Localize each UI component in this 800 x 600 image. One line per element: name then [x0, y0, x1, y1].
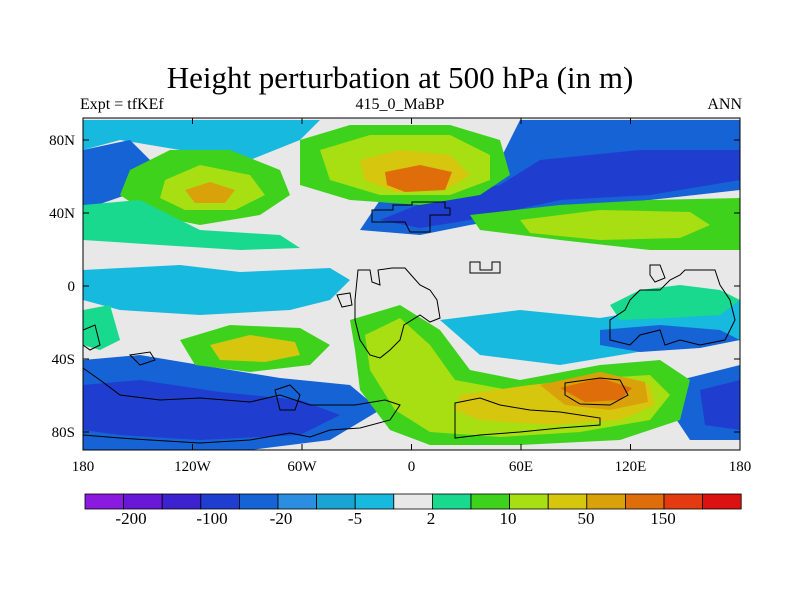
- colorbar-label: 150: [650, 509, 676, 528]
- coastline: [354, 267, 441, 359]
- y-tick-marks: [83, 139, 740, 433]
- coastline: [649, 264, 666, 283]
- coastline: [128, 351, 156, 366]
- colorbar-swatch: [277, 493, 317, 510]
- y-tick-label: 0: [68, 279, 76, 295]
- contour-southern-positive: [83, 305, 120, 350]
- colorbar-swatch: [238, 493, 279, 510]
- x-tick-label: 0: [408, 459, 416, 475]
- colorbar-swatch: [547, 493, 588, 510]
- contour-tropical-negative: [83, 265, 350, 315]
- contour-southern-positive: [560, 378, 632, 402]
- colorbar-swatch: [200, 493, 240, 510]
- experiment-label: Expt = tfKEf: [80, 96, 164, 113]
- x-tick-label: 60W: [287, 459, 317, 475]
- colorbar-swatch: [663, 493, 703, 510]
- colorbar-swatch: [470, 493, 510, 510]
- colorbar-swatch: [393, 493, 433, 510]
- x-tick-label: 120W: [174, 459, 212, 475]
- contour-southern-negative: [700, 380, 740, 430]
- colorbar-label: -100: [196, 509, 227, 528]
- contour-north-positive: [520, 210, 710, 240]
- colorbar-swatch: [161, 493, 202, 510]
- contour-north-negative: [380, 150, 740, 228]
- x-tick-label: 120E: [615, 459, 647, 475]
- colorbar-swatch: [625, 493, 665, 510]
- colorbar-label: 2: [427, 509, 436, 528]
- coastline: [83, 324, 101, 351]
- contour-north-positive: [385, 165, 452, 192]
- coastline: [274, 384, 301, 411]
- x-tick-label: 180: [72, 459, 95, 475]
- y-tick-label: 80N: [49, 133, 75, 149]
- y-tick-label: 40S: [52, 352, 75, 368]
- contour-north-positive: [83, 200, 300, 250]
- case-label: 415_0_MaBP: [355, 96, 445, 113]
- y-tick-label: 40N: [49, 206, 75, 222]
- season-label: ANN: [707, 96, 742, 113]
- map-title: Height perturbation at 500 hPa (in m): [166, 60, 634, 95]
- colorbar-swatch: [586, 493, 626, 510]
- colorbar-swatch: [354, 493, 395, 510]
- x-tick-label: 60E: [509, 459, 533, 475]
- contour-north-positive: [185, 182, 235, 203]
- contour-southern-negative: [83, 380, 340, 440]
- x-tick-marks: [82, 118, 741, 450]
- colorbar-label: -20: [270, 509, 293, 528]
- colorbar-label: -200: [115, 509, 146, 528]
- colorbar-swatch: [702, 493, 742, 510]
- contour-north-negative: [83, 120, 320, 160]
- contour-north-negative: [83, 140, 150, 210]
- coastline: [469, 261, 501, 274]
- coastline: [371, 201, 451, 233]
- colorbar-label: -5: [348, 509, 362, 528]
- colorbar: [84, 493, 742, 510]
- coastline: [83, 367, 401, 444]
- contour-field: [83, 118, 740, 450]
- y-tick-label: 80S: [52, 425, 75, 441]
- colorbar-swatch: [123, 493, 163, 510]
- coastlines: [83, 201, 736, 444]
- x-tick-label: 180: [729, 459, 752, 475]
- contour-southern-positive: [210, 335, 300, 362]
- colorbar-swatch: [431, 493, 472, 510]
- colorbar-swatch: [84, 493, 124, 510]
- coastline: [609, 269, 736, 346]
- colorbar-labels: -200 -100 -20 -5 2 10 50 150: [115, 509, 675, 528]
- contour-tropical-negative: [600, 325, 740, 352]
- coastline: [454, 397, 601, 439]
- contour-southern-positive: [610, 285, 740, 320]
- colorbar-swatch: [509, 493, 549, 510]
- colorbar-swatch: [316, 493, 356, 510]
- colorbar-label: 10: [500, 509, 517, 528]
- colorbar-label: 50: [578, 509, 595, 528]
- coastline: [336, 292, 353, 308]
- coastline: [564, 377, 629, 406]
